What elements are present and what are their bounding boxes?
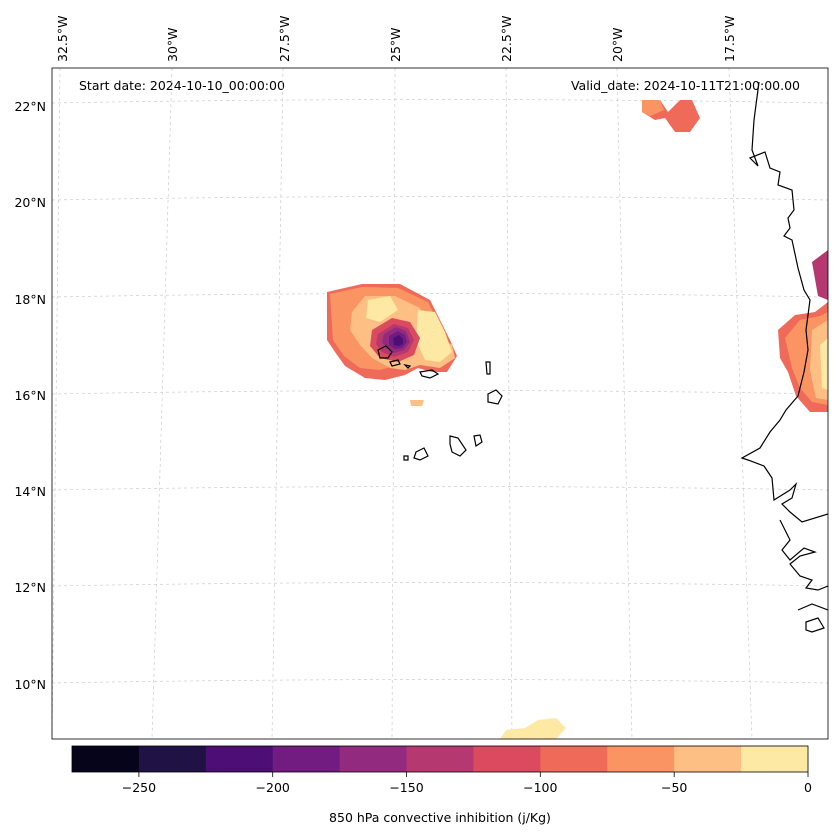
- island-sal: [485, 361, 491, 375]
- colorbar-tick-neg250: −250: [122, 780, 156, 795]
- lon-label-17-5: 17.5°W: [722, 16, 737, 62]
- colorbar-swatch: [72, 746, 140, 772]
- colorbar-swatches: [72, 746, 809, 772]
- island-santa-luzia: [403, 364, 412, 369]
- lat-label-20: 20°N: [14, 195, 46, 210]
- cin-region-east-1: [812, 250, 828, 300]
- colorbar-swatch: [741, 746, 809, 772]
- colorbar-swatch: [272, 746, 341, 772]
- colorbar-frame: [71, 745, 809, 773]
- start-date-label: Start date: 2024-10-10_00:00:00: [79, 78, 285, 93]
- colorbar-tick-neg200: −200: [256, 780, 290, 795]
- colorbar-tick-0: 0: [804, 780, 812, 795]
- colorbar-label: 850 hPa convective inhibition (j/Kg): [329, 810, 551, 825]
- coastlines: [377, 81, 828, 633]
- lat-label-22: 22°N: [14, 99, 46, 114]
- cin-region-north-inner: [642, 100, 664, 116]
- map-frame: [51, 67, 829, 740]
- cin-contours: [327, 100, 828, 739]
- cin-region-south-bottom: [500, 718, 566, 739]
- map-area[interactable]: [52, 68, 828, 739]
- colorbar-tick-neg150: −150: [389, 780, 423, 795]
- island-maio: [473, 434, 483, 447]
- cin-region-east-5: [820, 338, 828, 390]
- lon-label-27-5: 27.5°W: [277, 16, 292, 62]
- island-fogo: [413, 447, 429, 461]
- colorbar-swatch: [205, 746, 274, 772]
- lat-label-16: 16°N: [14, 388, 46, 403]
- left-latitude-labels: 22°N 20°N 18°N 16°N 14°N 12°N 10°N: [14, 99, 46, 692]
- lat-label-18: 18°N: [14, 292, 46, 307]
- lon-label-20: 20°W: [610, 27, 625, 62]
- island-sao-nicolau: [419, 369, 440, 379]
- island-boa-vista: [487, 389, 503, 405]
- valid-date-label: Valid_date: 2024-10-11T21:00:00.00: [571, 78, 800, 93]
- top-longitude-labels: 32.5°W 30°W 27.5°W 25°W 22.5°W 20°W 17.5…: [55, 16, 737, 62]
- graticule: [52, 68, 828, 739]
- colorbar-ticks: [138, 772, 809, 777]
- colorbar-swatch: [674, 746, 742, 772]
- africa-coastline: [740, 81, 828, 633]
- island-santiago: [449, 435, 467, 457]
- cin-region-small-south: [410, 400, 424, 406]
- colorbar-swatch: [540, 746, 608, 772]
- colorbar-tick-neg100: −100: [523, 780, 557, 795]
- colorbar-swatch: [406, 746, 474, 772]
- lat-label-12: 12°N: [14, 580, 46, 595]
- island-brava: [403, 455, 409, 461]
- colorbar-swatch: [138, 746, 207, 772]
- lon-label-32-5: 32.5°W: [55, 16, 70, 62]
- cin-region-storm-yellow2: [366, 296, 398, 322]
- colorbar-swatch: [473, 746, 541, 772]
- lat-label-10: 10°N: [14, 677, 46, 692]
- colorbar: −250 −200 −150 −100 −50 0 850 hPa convec…: [71, 745, 812, 825]
- colorbar-tick-neg50: −50: [661, 780, 687, 795]
- colorbar-swatch: [607, 746, 675, 772]
- island-santo-antao: [377, 345, 393, 359]
- island-sao-vicente: [389, 359, 401, 367]
- cin-region-core-5: [393, 335, 403, 346]
- lon-label-25: 25°W: [388, 27, 403, 62]
- lon-label-22-5: 22.5°W: [499, 16, 514, 62]
- lon-label-30: 30°W: [165, 27, 180, 62]
- lat-label-14: 14°N: [14, 484, 46, 499]
- cin-region-storm-yellow: [416, 310, 452, 362]
- colorbar-swatch: [339, 746, 408, 772]
